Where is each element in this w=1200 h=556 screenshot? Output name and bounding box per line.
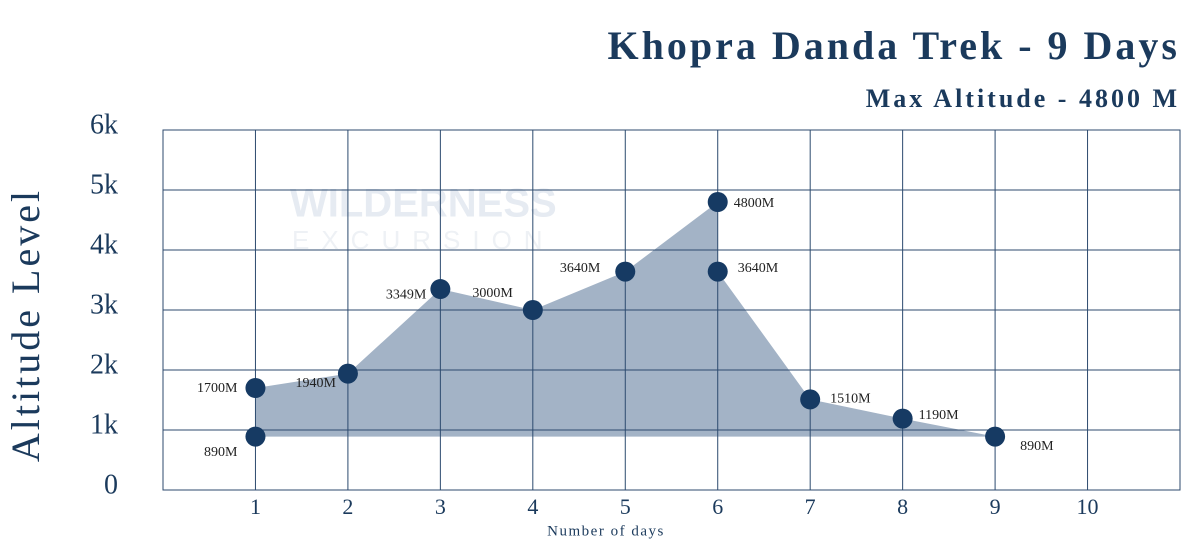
y-tick-label: 3k xyxy=(90,289,118,320)
data-point xyxy=(892,408,913,429)
data-point xyxy=(707,192,728,212)
data-label: 1700M xyxy=(197,381,238,396)
data-label: 1190M xyxy=(919,408,959,423)
data-label: 890M xyxy=(204,445,238,460)
data-label: 1940M xyxy=(295,376,336,391)
data-point xyxy=(707,261,728,282)
y-tick-label: 5k xyxy=(90,169,118,200)
data-point xyxy=(615,261,636,282)
data-label: 1510M xyxy=(830,392,871,407)
data-label: 3000M xyxy=(472,286,513,301)
y-tick-label: 1k xyxy=(90,409,118,440)
chart-title: Khopra Danda Trek - 9 Days xyxy=(607,23,1180,68)
x-tick-label: 7 xyxy=(805,494,816,519)
y-tick-label: 4k xyxy=(90,229,118,260)
data-label: 3349M xyxy=(386,287,427,302)
chart-subtitle: Max Altitude - 4800 M xyxy=(866,84,1180,113)
x-tick-label: 2 xyxy=(342,494,353,519)
x-tick-label: 5 xyxy=(620,494,631,519)
x-tick-label: 10 xyxy=(1077,494,1099,519)
data-point xyxy=(337,363,358,384)
data-point xyxy=(245,426,266,447)
data-label: 3640M xyxy=(738,261,779,276)
x-tick-label: 9 xyxy=(990,494,1001,519)
x-tick-label: 6 xyxy=(712,494,723,519)
y-tick-label: 0 xyxy=(104,469,118,500)
y-tick-label: 6k xyxy=(90,109,118,140)
data-label: 890M xyxy=(1020,439,1054,454)
x-tick-label: 8 xyxy=(897,494,908,519)
data-point xyxy=(522,300,543,320)
x-axis-label: Number of days xyxy=(547,523,665,539)
data-label: 3640M xyxy=(560,261,601,276)
watermark: WILDERNESS xyxy=(290,182,557,226)
data-point xyxy=(985,426,1006,447)
x-tick-label: 3 xyxy=(435,494,446,519)
y-axis-label: Altitude Level xyxy=(3,188,48,462)
data-point xyxy=(245,378,266,398)
y-tick-label: 2k xyxy=(90,349,118,380)
data-point xyxy=(430,279,451,300)
x-tick-label: 4 xyxy=(527,494,538,519)
data-point xyxy=(800,389,821,410)
x-tick-label: 1 xyxy=(250,494,261,519)
data-label: 4800M xyxy=(734,196,775,211)
